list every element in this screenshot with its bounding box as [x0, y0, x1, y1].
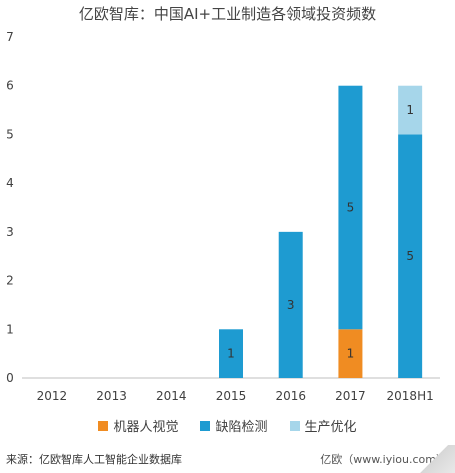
data-label: 1: [227, 347, 235, 361]
bar-segment-production-optimization: [398, 85, 423, 135]
legend-swatch-production-optimization: [289, 420, 300, 431]
y-tick-label: 0: [6, 371, 14, 385]
x-tick-label: 2013: [96, 389, 127, 403]
y-tick-label: 3: [6, 225, 14, 239]
legend-item-production-optimization: 生产优化: [289, 416, 357, 435]
bar-segment-robot-vision: [338, 329, 363, 378]
y-tick-label: 6: [6, 79, 14, 93]
legend-label-robot-vision: 机器人视觉: [113, 420, 179, 435]
watermark-corner: [419, 445, 455, 473]
legend-swatch-defect-detection: [200, 420, 211, 431]
y-tick-label: 1: [6, 322, 14, 336]
legend-label-defect-detection: 缺陷检测: [215, 420, 268, 435]
y-tick-label: 5: [6, 127, 14, 141]
y-tick-label: 4: [6, 176, 14, 190]
legend-label-production-optimization: 生产优化: [304, 420, 357, 435]
data-label: 1: [406, 103, 414, 117]
x-tick-label: 2015: [216, 389, 247, 403]
legend-swatch-robot-vision: [98, 420, 109, 431]
data-label: 1: [347, 347, 355, 361]
source-note: 来源：亿欧智库人工智能企业数据库: [6, 453, 182, 466]
credit-note: 亿欧（www.iyiou.com）: [320, 453, 447, 466]
x-tick-label: 2012: [37, 389, 68, 403]
bar-segment-defect-detection: [219, 329, 243, 378]
bar-segment-defect-detection: [398, 134, 423, 378]
x-tick-label: 2017: [335, 389, 366, 403]
chart-title: 亿欧智库：中国AI+工业制造各领域投资频数: [78, 5, 377, 23]
y-tick-label: 7: [6, 30, 14, 44]
legend-item-robot-vision: 机器人视觉: [98, 416, 178, 435]
legend-item-defect-detection: 缺陷检测: [200, 416, 268, 435]
bar-segment-defect-detection: [338, 85, 363, 330]
y-tick-label: 2: [6, 274, 14, 288]
bar-segment-defect-detection: [278, 231, 303, 378]
x-tick-label: 2018H1: [387, 389, 434, 403]
legend: 机器人视觉 缺陷检测 生产优化: [0, 416, 455, 435]
x-tick-label: 2014: [156, 389, 187, 403]
data-label: 5: [347, 201, 355, 215]
data-label: 3: [287, 298, 295, 312]
x-tick-label: 2016: [275, 389, 306, 403]
data-label: 5: [406, 249, 414, 263]
